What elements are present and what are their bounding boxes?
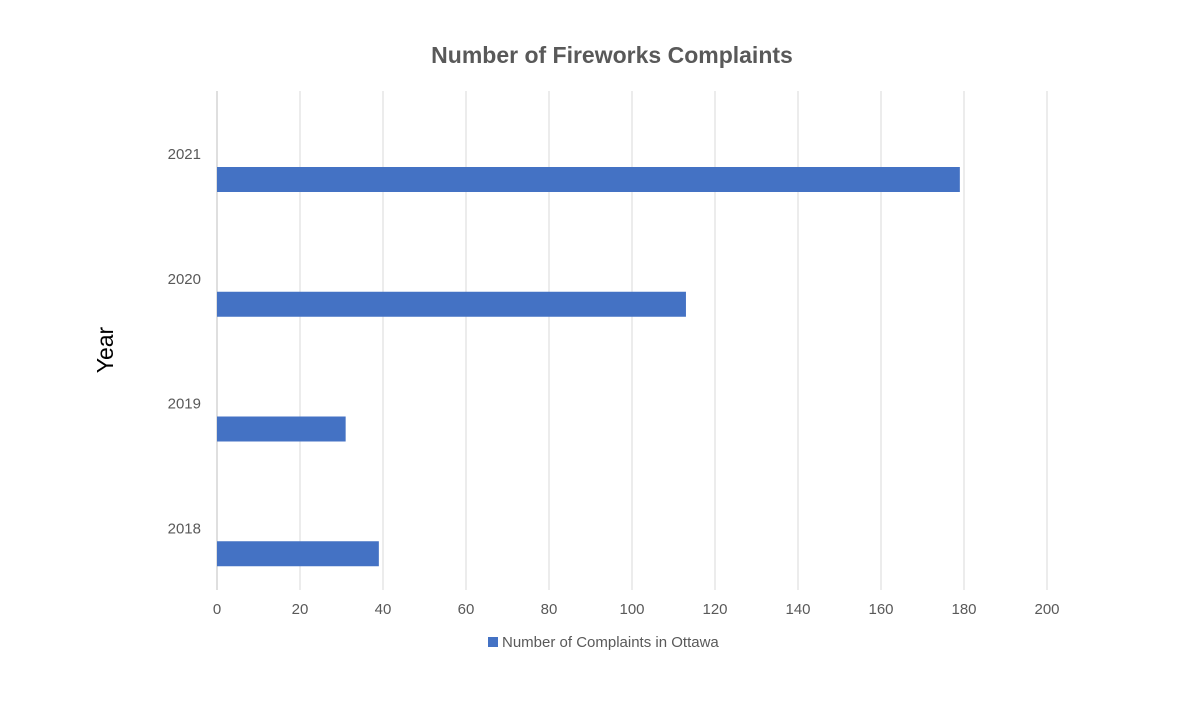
x-tick-label: 0 — [213, 601, 221, 618]
gridlines — [216, 91, 1048, 590]
y-tick-label-2018: 2018 — [168, 520, 201, 537]
x-tick-label: 80 — [541, 601, 558, 618]
x-tick-label: 120 — [702, 601, 727, 618]
x-tick-label: 40 — [375, 601, 392, 618]
y-axis-title: Year — [92, 326, 118, 373]
x-tick-label: 60 — [458, 601, 475, 618]
bars — [217, 167, 960, 567]
x-tick-label: 200 — [1034, 601, 1059, 618]
x-tick-label: 180 — [951, 601, 976, 618]
y-tick-label-2021: 2021 — [168, 146, 201, 163]
y-tick-labels: 2018 2019 2020 2021 — [168, 146, 201, 537]
y-tick-label-2020: 2020 — [168, 271, 201, 288]
legend: Number of Complaints in Ottawa — [488, 634, 719, 651]
bar-2020 — [217, 291, 686, 317]
legend-label: Number of Complaints in Ottawa — [502, 634, 719, 651]
chart-title: Number of Fireworks Complaints — [431, 42, 793, 68]
x-tick-labels: 0 20 40 60 80 100 120 140 160 180 200 — [213, 601, 1060, 618]
y-tick-label-2019: 2019 — [168, 396, 201, 413]
x-tick-label: 140 — [785, 601, 810, 618]
bar-2021 — [217, 167, 960, 192]
bar-2018 — [217, 541, 379, 567]
x-tick-label: 20 — [292, 601, 309, 618]
legend-swatch — [488, 637, 498, 647]
bar-2019 — [217, 416, 346, 442]
x-tick-label: 160 — [868, 601, 893, 618]
x-tick-label: 100 — [619, 601, 644, 618]
